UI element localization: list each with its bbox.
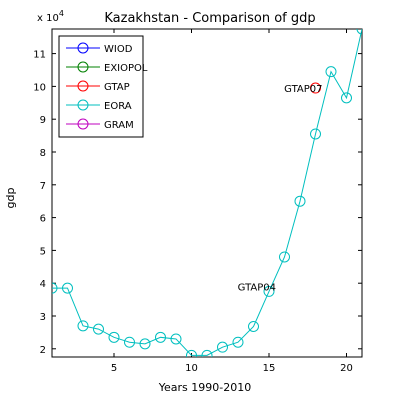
data-point-eora — [170, 333, 182, 345]
legend-marker-gram — [77, 118, 89, 130]
data-point-eora — [248, 320, 259, 332]
chart-title: Kazakhstan - Comparison of gdp — [104, 11, 315, 26]
legend-entry: WIOD — [104, 44, 133, 55]
y-tick-label: 7 — [40, 181, 46, 192]
y-tick-label: 11 — [33, 50, 46, 61]
legend-marker-exiopol — [77, 61, 89, 73]
annotation-label: GTAP07 — [284, 84, 322, 95]
legend-entry: GTAP — [104, 82, 130, 93]
data-point-eora — [77, 320, 89, 332]
legend-entry: GRAM — [104, 120, 134, 131]
data-point-eora — [108, 331, 120, 343]
y-exponent-label: x 104 — [37, 9, 64, 24]
data-point-eora — [279, 251, 290, 263]
x-tick-label: 15 — [263, 363, 276, 374]
annotation-label: GTAP04 — [238, 282, 276, 293]
data-point-eora — [310, 128, 321, 140]
y-tick-label: 6 — [40, 214, 46, 225]
legend-entry: EORA — [104, 101, 132, 112]
data-point-eora — [294, 195, 306, 207]
y-tick-label: 4 — [40, 279, 46, 290]
data-point-gtap — [310, 82, 321, 94]
data-point-eora — [52, 282, 58, 294]
data-point-eora — [201, 349, 213, 357]
plot-frame — [51, 28, 363, 358]
legend: WIOD EXIOPOL GTAP EORA GRAM — [58, 35, 148, 138]
legend-marker-gtap — [77, 80, 89, 92]
x-tick-label: 20 — [340, 363, 353, 374]
data-point-eora — [155, 331, 166, 343]
legend-marker-eora — [77, 99, 89, 111]
y-tick-label: 5 — [40, 246, 46, 257]
data-point-eora — [62, 282, 73, 294]
data-point-eora — [139, 338, 151, 350]
y-tick-label: 9 — [40, 115, 46, 126]
x-tick-label: 5 — [111, 363, 117, 374]
x-tick-label: 10 — [185, 363, 198, 374]
data-point-eora — [124, 336, 135, 348]
data-group — [52, 29, 362, 357]
data-point-eora — [232, 336, 244, 348]
axes: 5 10 15 20 2 3 4 5 6 7 8 9 10 11 — [33, 28, 363, 374]
legend-entry: EXIOPOL — [104, 63, 148, 74]
data-point-eora — [325, 66, 337, 78]
y-axis-label: gdp — [4, 188, 17, 209]
y-tick-label: 2 — [40, 345, 46, 356]
legend-marker-wiod — [77, 42, 89, 54]
x-axis-label: Years 1990-2010 — [158, 381, 251, 394]
plot-marks: GTAP07 GTAP04 — [52, 29, 362, 357]
y-tick-label: 3 — [40, 312, 46, 323]
data-point-eora — [93, 323, 104, 335]
y-tick-label: 10 — [33, 82, 46, 93]
y-tick-label: 8 — [40, 148, 46, 159]
series-line-eora — [52, 29, 362, 356]
data-point-eora — [186, 349, 197, 357]
data-point-eora — [341, 92, 352, 104]
data-point-eora — [217, 341, 228, 353]
data-point-eora — [263, 285, 275, 297]
